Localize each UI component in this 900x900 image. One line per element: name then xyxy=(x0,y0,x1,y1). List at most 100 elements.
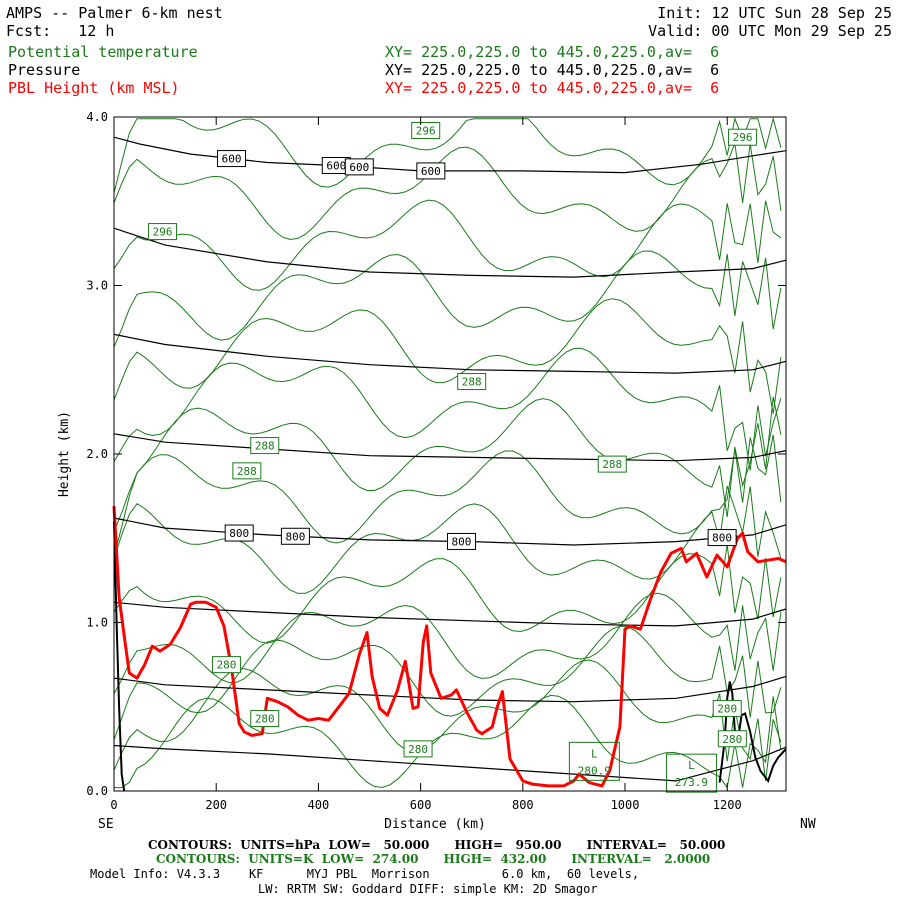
theta-minimum-marker: L xyxy=(591,747,598,760)
isentrope-label-box xyxy=(728,128,758,146)
x-tick-label: 1000 xyxy=(611,798,640,812)
y-tick-label: 1.0 xyxy=(86,616,108,630)
pbl-height-series xyxy=(112,506,787,788)
x-axis-label: Distance (km) xyxy=(384,817,486,832)
field-pressure-xy: XY= 225.0,225.0 to 445.0,225.0,av= 6 xyxy=(385,61,720,79)
x-tick-label: 200 xyxy=(205,798,227,812)
x-tick-label: 1200 xyxy=(713,798,742,812)
theta-isentrope xyxy=(113,625,782,741)
isentrope-label: 280 xyxy=(255,713,275,726)
right-end-label: NW xyxy=(800,817,816,832)
footer-model-info-2: LW: RRTM SW: Goddard DIFF: simple KM: 2D… xyxy=(258,882,598,896)
pressure-isobar-900 xyxy=(113,675,787,703)
terrain-contours xyxy=(113,521,787,792)
theta-isentrope xyxy=(114,694,782,789)
pressure-contours xyxy=(113,136,787,782)
isentrope-label-box xyxy=(717,730,747,748)
isobar-label: 800 xyxy=(712,532,732,545)
isobar-label-box xyxy=(707,529,737,547)
isobar-label-box xyxy=(224,524,254,542)
pressure-isobar-850 xyxy=(113,601,787,627)
y-tick-label: 0.0 xyxy=(86,784,108,798)
isentrope-label-box xyxy=(148,223,178,241)
forecast-hour: Fcst: 12 h xyxy=(6,22,115,40)
left-end-label: SE xyxy=(98,817,114,832)
isentrope-label-box xyxy=(712,699,742,717)
isentrope-label: 288 xyxy=(255,440,275,453)
isobar-label-box xyxy=(344,158,374,176)
isentrope-label: 280 xyxy=(216,659,236,672)
x-tick-label: 800 xyxy=(512,798,534,812)
chart-title: AMPS -- Palmer 6-km nest xyxy=(6,4,223,22)
init-time: Init: 12 UTC Sun 28 Sep 25 xyxy=(657,4,892,22)
isobar-label-box xyxy=(446,532,476,550)
theta-isentrope xyxy=(113,659,782,781)
isentrope-label: 288 xyxy=(602,458,622,471)
isobar-label: 600 xyxy=(349,161,369,174)
isobar-label: 600 xyxy=(326,160,346,173)
theta-isentrope xyxy=(113,544,782,644)
isentrope-label: 280 xyxy=(717,702,737,715)
field-theta-name: Potential temperature xyxy=(8,43,198,61)
pressure-isobar-700 xyxy=(113,333,787,374)
isentrope-label: 280 xyxy=(408,743,428,756)
x-tick-label: 0 xyxy=(110,798,117,812)
isentrope-label-box xyxy=(403,740,433,758)
theta-minimum-value: 280.9 xyxy=(578,764,611,777)
isentrope-label-box xyxy=(232,462,262,480)
isobar-label-box xyxy=(217,150,247,168)
theta-minimum-value: 273.9 xyxy=(675,776,708,789)
isentrope-label-box xyxy=(250,437,280,455)
field-pbl-xy: XY= 225.0,225.0 to 445.0,225.0,av= 6 xyxy=(385,79,720,97)
isentrope-label: 288 xyxy=(237,465,257,478)
y-axis-label: Height (km) xyxy=(57,411,72,497)
pbl-height-line xyxy=(112,506,787,788)
isobar-label-box xyxy=(416,162,446,180)
pressure-isobar-950 xyxy=(113,744,787,782)
plot-frame xyxy=(113,116,787,792)
isobar-label: 800 xyxy=(229,527,249,540)
y-tick-label: 4.0 xyxy=(86,110,108,124)
theta-isentrope xyxy=(113,592,782,694)
field-pressure-name: Pressure xyxy=(8,61,81,79)
isobar-label: 600 xyxy=(421,165,441,178)
isobar-label-box xyxy=(280,527,310,545)
isobar-label: 800 xyxy=(285,530,305,543)
axes: 0 200 400 600 800 1000 1200 0.0 1.0 2.0 3.0 4.0 xyxy=(86,110,786,812)
theta-isentrope xyxy=(113,199,782,291)
isentrope-label: 280 xyxy=(722,733,742,746)
x-tick-label: 400 xyxy=(308,798,330,812)
isentrope-label-box xyxy=(597,455,627,473)
isentrope-label-box xyxy=(250,710,280,728)
theta-isentrope xyxy=(113,396,782,532)
theta-minimum-marker: L xyxy=(688,759,695,772)
theta-isentrope xyxy=(113,250,782,348)
isentrope-label: 296 xyxy=(416,124,436,137)
footer-pressure-contours: CONTOURS: UNITS=hPa LOW= 50.000 HIGH= 95… xyxy=(148,838,726,852)
terrain-trace-left xyxy=(113,521,126,792)
isentrope-label: 296 xyxy=(153,226,173,239)
x-tick-label: 600 xyxy=(410,798,432,812)
theta-isentrope xyxy=(113,434,782,557)
valid-time: Valid: 00 UTC Mon 29 Sep 25 xyxy=(648,22,892,40)
theta-minimum-box xyxy=(665,753,717,793)
isentrope-label-box xyxy=(211,656,241,674)
isentrope-label: 296 xyxy=(733,131,753,144)
isentrope-label: 288 xyxy=(462,376,482,389)
footer-theta-contours: CONTOURS: UNITS=K LOW= 274.00 HIGH= 432.… xyxy=(156,852,711,866)
theta-isentrope xyxy=(113,347,782,471)
theta-minimum-box xyxy=(568,741,620,781)
field-theta-xy: XY= 225.0,225.0 to 445.0,225.0,av= 6 xyxy=(385,43,720,61)
terrain-trace xyxy=(718,681,787,784)
pressure-isobar-650 xyxy=(113,227,787,278)
isentrope-label-box xyxy=(457,373,487,391)
y-tick-label: 3.0 xyxy=(86,279,108,293)
pressure-isobar-600 xyxy=(113,136,787,174)
footer-model-info: Model Info: V4.3.3 KF MYJ PBL Morrison 6… xyxy=(90,867,640,881)
theta-isentrope xyxy=(113,298,782,414)
isobar-label: 600 xyxy=(222,153,242,166)
theta-isentrope xyxy=(113,116,782,193)
y-tick-label: 2.0 xyxy=(86,447,108,461)
